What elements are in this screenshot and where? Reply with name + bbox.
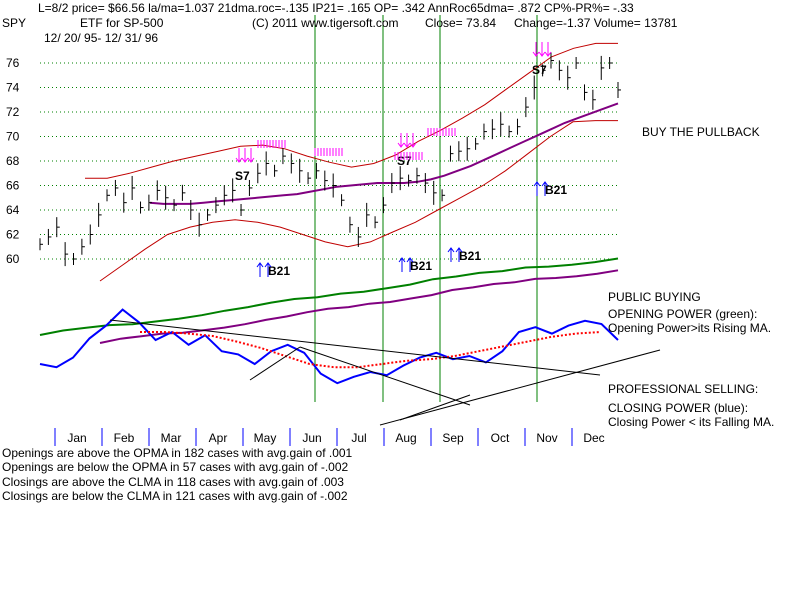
month-label: Mar: [161, 431, 182, 445]
buy-arrow-head: [398, 257, 406, 263]
month-label: Jan: [67, 431, 86, 445]
public-buying-note: PUBLIC BUYING: [608, 290, 701, 304]
sell-arrow-head: [538, 51, 546, 57]
price-gridlines: [40, 62, 618, 260]
stat-line: Closings are above the CLMA in 118 cases…: [2, 475, 344, 489]
month-axis: Jan Feb Mar Apr May Jun Jul Aug Sep Oct Nov Dec: [54, 428, 605, 446]
upper-band: [85, 42, 618, 179]
y-tick-label: 74: [6, 81, 20, 95]
trendline: [299, 346, 471, 406]
close-value: Close= 73.84: [425, 16, 497, 30]
sell-signal-label: S7: [532, 63, 547, 77]
stat-line: Openings are below the OPMA in 57 cases …: [2, 460, 349, 474]
buy-signal-label: B21: [545, 183, 567, 197]
trendlines: [109, 319, 661, 426]
signal-vertical-lines: [314, 15, 538, 402]
sell-arrow-head: [247, 157, 255, 163]
buy-signal-label: B21: [410, 259, 432, 273]
buy-arrow-head: [256, 262, 264, 268]
symbol-label: SPY: [2, 16, 27, 30]
month-label: Jun: [302, 431, 321, 445]
y-tick-label: 64: [6, 203, 20, 217]
y-tick-labels: 60 62 64 66 68 70 72 74 76: [6, 56, 20, 266]
price-bands: [85, 42, 618, 282]
trendline: [109, 319, 601, 376]
opening-power-desc: Opening Power>its Rising MA.: [608, 321, 772, 335]
y-tick-label: 68: [6, 154, 20, 168]
buy-arrow-head: [455, 247, 463, 253]
trendline: [249, 346, 301, 381]
copyright-text: (C) 2011 www.tigersoft.com: [252, 16, 399, 30]
month-label: Jul: [351, 431, 366, 445]
buy-arrow-head: [406, 257, 414, 263]
y-tick-label: 70: [6, 130, 20, 144]
security-name: ETF for SP-500: [80, 16, 164, 30]
moving-average: [149, 102, 619, 205]
y-tick-label: 62: [6, 228, 20, 242]
month-label: May: [254, 431, 277, 445]
opening-power-title: OPENING POWER (green):: [608, 307, 758, 321]
month-label: Aug: [395, 431, 416, 445]
price-bars: [39, 52, 621, 267]
buy-signal-label: B21: [459, 249, 481, 263]
stat-line: Openings are above the OPMA in 182 cases…: [2, 446, 353, 460]
sell-signal-label: S7: [235, 169, 250, 183]
month-label: Nov: [536, 431, 557, 445]
y-tick-label: 76: [6, 56, 20, 70]
sell-arrow-head: [409, 142, 417, 148]
month-label: Apr: [209, 431, 228, 445]
opening-power-lines: [39, 257, 619, 344]
opening-power-ma-line: [99, 269, 619, 344]
buy-signal-label: B21: [268, 264, 290, 278]
sell-arrow-head: [544, 51, 552, 57]
price-ma-line: [149, 102, 619, 205]
stat-line: Closings are below the CLMA in 121 cases…: [2, 489, 348, 503]
buy-arrow-head: [541, 181, 549, 187]
sell-arrow-head: [235, 157, 243, 163]
sell-arrow-head: [241, 157, 249, 163]
sell-arrow-head: [397, 142, 405, 148]
change-volume: Change=-1.37 Volume= 13781: [514, 16, 678, 30]
lower-band: [99, 120, 618, 282]
buy-arrow-head: [533, 181, 541, 187]
y-tick-label: 66: [6, 179, 20, 193]
opening-power-line: [39, 257, 619, 336]
closing-power-line: [39, 308, 619, 385]
closing-power-ma-line: [140, 331, 601, 369]
sell-arrow-head: [532, 51, 540, 57]
professional-selling-note: PROFESSIONAL SELLING:: [608, 382, 759, 396]
y-tick-label: 60: [6, 252, 20, 266]
sell-arrow-head: [403, 142, 411, 148]
buy-arrow-head: [447, 247, 455, 253]
closing-power-lines: [39, 308, 619, 385]
month-label: Dec: [583, 431, 604, 445]
y-tick-label: 72: [6, 105, 20, 119]
month-label: Feb: [114, 431, 135, 445]
date-range: 12/ 20/ 95- 12/ 31/ 96: [44, 31, 159, 45]
closing-power-title: CLOSING POWER (blue):: [608, 401, 749, 415]
trendline: [379, 349, 661, 426]
month-label: Oct: [491, 431, 510, 445]
buy-arrow-head: [264, 262, 272, 268]
header-stats-line: L=8/2 price= $66.56 la/ma=1.037 21dma.ro…: [38, 1, 634, 15]
month-label: Sep: [442, 431, 464, 445]
buy-pullback-note: BUY THE PULLBACK: [642, 125, 760, 139]
trendline: [399, 394, 471, 421]
closing-power-desc: Closing Power < its Falling MA.: [608, 415, 775, 429]
